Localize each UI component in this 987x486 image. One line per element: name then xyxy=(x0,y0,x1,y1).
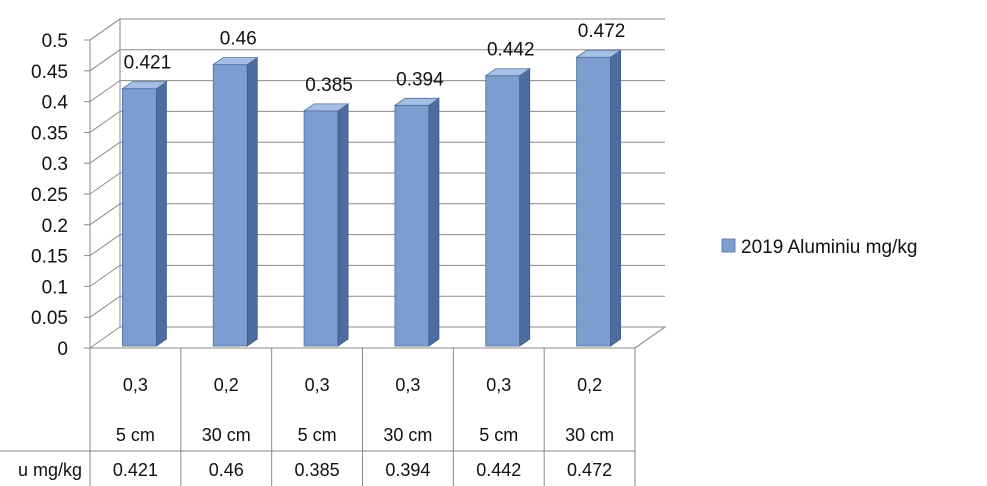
bar-3 xyxy=(302,103,350,347)
gridline xyxy=(89,110,665,133)
data-label: 0.385 xyxy=(305,75,353,96)
category-label-line1: 0,3 xyxy=(486,375,511,395)
table-row-header: u mg/kg xyxy=(18,460,82,480)
gridline xyxy=(89,203,665,226)
category-label-line1: 0,2 xyxy=(577,375,602,395)
bar-front xyxy=(485,75,521,347)
gridline xyxy=(89,18,665,41)
category-label-line2: 30 cm xyxy=(383,425,432,445)
gridline xyxy=(89,141,665,164)
y-tick-label: 0.2 xyxy=(42,216,68,237)
bar-2 xyxy=(211,56,259,347)
legend-label: 2019 Aluminiu mg/kg xyxy=(741,237,917,258)
gridline xyxy=(89,234,665,257)
data-label: 0.394 xyxy=(396,69,444,90)
category-label-line2: 5 cm xyxy=(298,425,337,445)
table-value: 0.421 xyxy=(113,460,158,480)
bar-1 xyxy=(121,80,168,347)
bar-top xyxy=(393,97,441,106)
category-label-line2: 5 cm xyxy=(116,425,155,445)
category-label-line2: 5 cm xyxy=(479,425,518,445)
bars xyxy=(121,49,622,347)
gridline xyxy=(89,49,665,72)
data-table: 0,3 5 cm 0.421 0,2 30 cm 0.46 0,3 5 cm 0.385 0,3 3… xyxy=(0,326,666,486)
bar-front xyxy=(303,110,339,347)
gridline xyxy=(89,172,665,195)
data-label: 0.421 xyxy=(124,53,172,74)
table-value: 0.472 xyxy=(567,460,612,480)
gridline xyxy=(89,264,665,287)
y-tick-label: 0.3 xyxy=(42,154,68,175)
y-tick-label: 0.15 xyxy=(31,247,68,268)
bar-side xyxy=(246,56,258,347)
legend: 2019 Aluminiu mg/kg xyxy=(721,237,917,258)
gridline xyxy=(89,295,665,318)
y-tick-label: 0.45 xyxy=(31,62,68,83)
data-label: 0.472 xyxy=(578,21,626,42)
bar-top xyxy=(302,103,350,112)
bar-front xyxy=(576,56,611,347)
table-value: 0.46 xyxy=(209,460,244,480)
bar-front xyxy=(212,64,248,347)
bar-side xyxy=(428,97,440,347)
bar-side xyxy=(519,67,531,347)
category-label-line1: 0,2 xyxy=(214,375,239,395)
table-value: 0.442 xyxy=(476,460,521,480)
y-tick-label: 0.25 xyxy=(31,185,68,206)
bar-6 xyxy=(575,49,622,347)
category-label-line1: 0,3 xyxy=(305,375,330,395)
bar-front xyxy=(394,104,430,347)
table-line xyxy=(634,326,666,349)
category-label-line2: 30 cm xyxy=(202,425,251,445)
y-tick-label: 0.4 xyxy=(42,93,69,114)
y-tick-label: 0.05 xyxy=(31,308,68,329)
bar-side xyxy=(610,49,621,347)
bar-top xyxy=(121,81,168,90)
bar-side xyxy=(156,80,167,347)
category-label-line1: 0,3 xyxy=(395,375,420,395)
bar-top xyxy=(211,57,259,66)
bar-5 xyxy=(484,67,532,347)
table-value: 0.394 xyxy=(385,460,430,480)
table-value: 0.385 xyxy=(295,460,340,480)
bar-top xyxy=(575,49,622,58)
bar-top xyxy=(484,68,532,77)
y-tick-label: 0 xyxy=(57,339,68,360)
category-label-line2: 30 cm xyxy=(565,425,614,445)
bar-front xyxy=(122,88,157,347)
y-axis: 0 0.05 0.1 0.15 0.2 0.25 0.3 0.35 0.4 0.45 0.5 xyxy=(31,31,91,360)
data-label: 0.46 xyxy=(220,29,257,50)
data-labels: 0.421 0.46 0.385 0.394 0.442 0.472 xyxy=(124,21,626,96)
data-label: 0.442 xyxy=(487,40,535,61)
y-tick-label: 0.1 xyxy=(42,277,68,298)
legend-swatch xyxy=(721,238,736,253)
gridlines xyxy=(89,18,665,318)
bar-4 xyxy=(393,97,441,347)
y-tick-label: 0.35 xyxy=(31,123,68,144)
category-label-line1: 0,3 xyxy=(123,375,148,395)
y-tick-label: 0.5 xyxy=(42,31,68,52)
gridline xyxy=(89,80,665,103)
bar-side xyxy=(337,103,349,347)
